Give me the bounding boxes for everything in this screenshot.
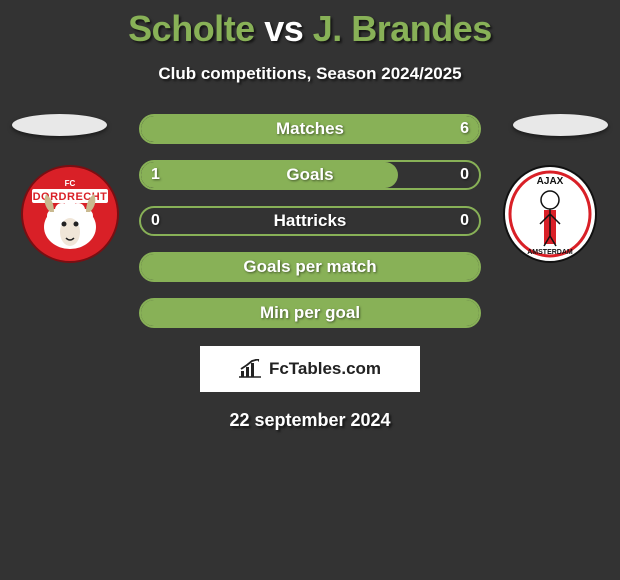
branding-text: FcTables.com: [269, 359, 381, 379]
stat-bar-min-per-goal: Min per goal: [139, 298, 481, 328]
bar-label: Goals: [141, 162, 479, 188]
comparison-title: Scholte vs J. Brandes: [0, 0, 620, 50]
bar-label: Min per goal: [141, 300, 479, 326]
bar-label: Hattricks: [141, 208, 479, 234]
player-placeholder-left: [12, 114, 107, 136]
bar-value-left: 0: [151, 208, 160, 234]
subtitle: Club competitions, Season 2024/2025: [0, 64, 620, 84]
club-left-fc-text: FC: [65, 179, 76, 188]
bar-label: Matches: [141, 116, 479, 142]
club-badge-right: AJAX AMSTERDAM: [500, 164, 600, 264]
player-placeholder-right: [513, 114, 608, 136]
stat-bar-goals: Goals 1 0: [139, 160, 481, 190]
bar-label: Goals per match: [141, 254, 479, 280]
title-vs: vs: [255, 8, 313, 49]
stat-bars: Matches 6 Goals 1 0 Hattricks 0 0 Goals …: [139, 114, 481, 328]
stat-bar-hattricks: Hattricks 0 0: [139, 206, 481, 236]
title-player-a: Scholte: [128, 8, 255, 49]
date-text: 22 september 2024: [0, 410, 620, 431]
bar-value-right: 6: [460, 116, 469, 142]
title-player-b: J. Brandes: [313, 8, 492, 49]
bar-value-right: 0: [460, 208, 469, 234]
club-right-top-text: AJAX: [537, 176, 564, 187]
bar-value-left: 1: [151, 162, 160, 188]
stat-bar-goals-per-match: Goals per match: [139, 252, 481, 282]
branding-box: FcTables.com: [200, 346, 420, 392]
club-badge-left: FC DORDRECHT: [20, 164, 120, 264]
content-area: FC DORDRECHT AJAX AMSTERDAM: [0, 114, 620, 431]
bar-value-right: 0: [460, 162, 469, 188]
chart-icon: [239, 359, 263, 379]
club-right-bottom-text: AMSTERDAM: [527, 249, 573, 256]
stat-bar-matches: Matches 6: [139, 114, 481, 144]
